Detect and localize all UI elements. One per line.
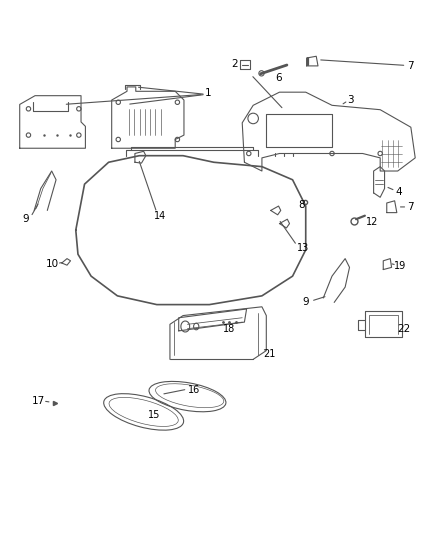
Text: 4: 4 [395,187,402,197]
Text: 21: 21 [264,349,276,359]
Text: 13: 13 [297,243,309,253]
Text: 9: 9 [302,297,309,308]
Text: 18: 18 [223,324,235,334]
Text: 12: 12 [366,217,378,227]
Text: 2: 2 [231,59,238,69]
Text: 17: 17 [32,396,45,406]
Text: 16: 16 [188,385,200,395]
Text: 15: 15 [148,410,161,420]
Text: 22: 22 [398,324,411,334]
Text: 9: 9 [22,214,29,224]
Text: 7: 7 [407,61,414,71]
Text: 6: 6 [276,72,283,83]
Text: 10: 10 [46,259,59,269]
Text: 7: 7 [407,202,414,212]
Text: 3: 3 [347,95,354,104]
Text: 1: 1 [205,88,212,99]
Text: 19: 19 [394,261,406,271]
Text: 8: 8 [298,200,305,210]
Text: 14: 14 [154,211,166,221]
